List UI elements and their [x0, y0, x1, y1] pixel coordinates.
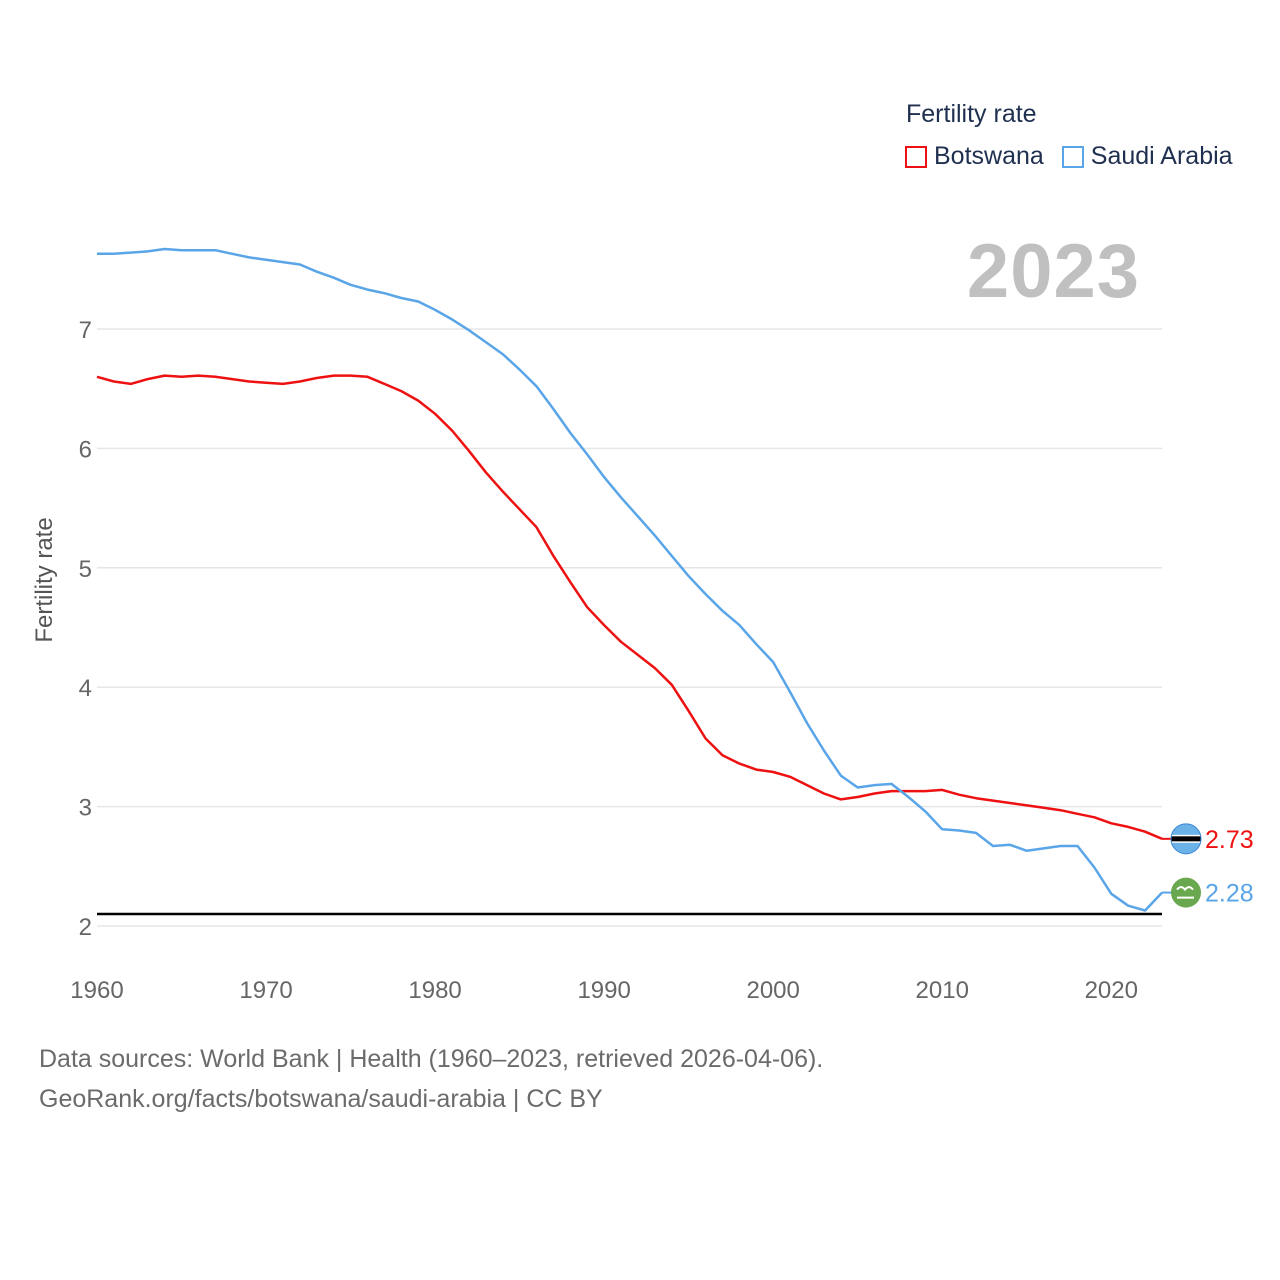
x-tick-label: 1990 [577, 977, 630, 1004]
botswana-flag-icon [1170, 823, 1202, 855]
end-value-label-saudi-arabia: 2.28 [1205, 880, 1254, 908]
y-axis-ticks: 2 3 4 5 6 7 [79, 317, 92, 941]
saudi-arabia-flag-icon [1171, 877, 1201, 908]
legend: Botswana Saudi Arabia [905, 142, 1251, 171]
y-axis-title: Fertility rate [31, 517, 58, 642]
attribution-link[interactable]: GeoRank.org/facts/botswana/saudi-arabia … [39, 1085, 603, 1113]
series-lines [96, 247, 1163, 912]
y-tick-label: 2 [79, 914, 92, 941]
x-tick-label: 2010 [916, 977, 969, 1004]
end-value-label-botswana: 2.73 [1205, 826, 1254, 854]
legend-item-saudi-arabia[interactable]: Saudi Arabia [1061, 142, 1233, 171]
x-tick-label: 1970 [239, 977, 292, 1004]
x-tick-label: 1960 [70, 977, 123, 1004]
legend-item-botswana[interactable]: Botswana [905, 142, 1044, 171]
current-year-label: 2023 [966, 229, 1140, 314]
y-tick-label: 4 [79, 675, 92, 702]
x-tick-label: 2020 [1085, 977, 1138, 1004]
legend-swatch-saudi-arabia [1061, 145, 1084, 168]
x-tick-label: 2000 [746, 977, 799, 1004]
x-axis-ticks: 1960 1970 1980 1990 2000 2010 2020 [70, 977, 1138, 1004]
series-end-markers: 2.73 2.28 [1162, 823, 1254, 908]
y-tick-label: 7 [79, 317, 92, 344]
y-tick-label: 5 [79, 556, 92, 583]
series-line-saudi-arabia [97, 247, 1163, 912]
y-tick-label: 6 [79, 436, 92, 463]
series-line-botswana [96, 374, 1163, 840]
y-tick-label: 3 [79, 795, 92, 822]
legend-swatch-botswana [905, 145, 927, 168]
legend-label-botswana: Botswana [934, 142, 1044, 170]
data-source-note: Data sources: World Bank | Health (1960–… [39, 1045, 824, 1073]
x-tick-label: 1980 [408, 977, 461, 1004]
legend-title: Fertility rate [906, 100, 1037, 128]
grid-lines [97, 328, 1162, 927]
legend-label-saudi-arabia: Saudi Arabia [1090, 142, 1233, 170]
